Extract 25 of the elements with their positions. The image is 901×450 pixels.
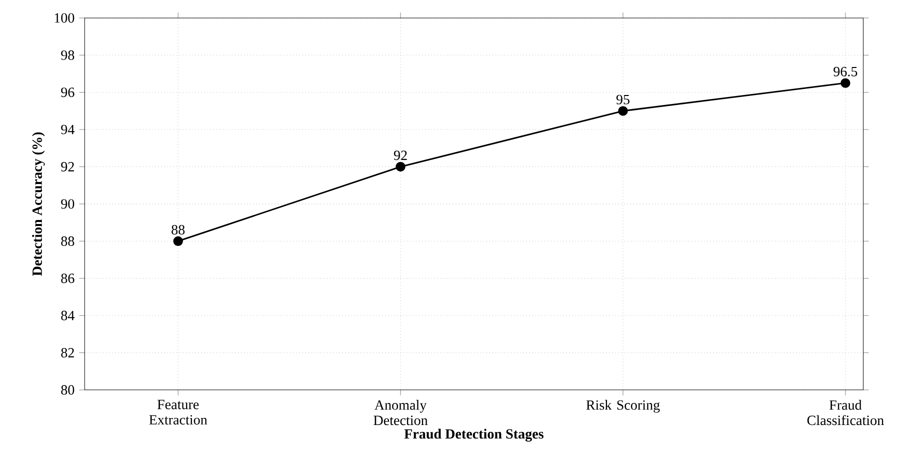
y-tick-label: 90	[61, 199, 74, 209]
x-tick-label: Anomaly Detection	[374, 400, 428, 426]
point	[173, 236, 183, 246]
y-tick-label: 80	[61, 385, 74, 395]
y-tick-label: 96	[61, 88, 74, 97]
x-tick-label: Feature Extraction	[149, 400, 208, 424]
x-axis-title: Fraud Detection Stages	[404, 428, 544, 442]
point	[618, 106, 628, 116]
y-tick-label: 100	[54, 13, 74, 23]
point	[396, 162, 406, 172]
x-tick-label: Fraud Classification	[807, 400, 884, 426]
y-tick-label: 84	[61, 310, 74, 320]
y-tick-label: 88	[61, 236, 74, 246]
y-tick-label: 82	[61, 348, 74, 358]
x-tick-label: Risk Scoring	[586, 400, 660, 413]
y-tick-label: 92	[61, 162, 74, 172]
data-label: 96.5	[834, 66, 858, 76]
data-label: 95	[616, 94, 630, 104]
y-axis-title: Detection Accuracy (%)	[32, 132, 45, 276]
point	[840, 78, 850, 88]
y-tick-label: 98	[61, 50, 74, 60]
data-label: 92	[394, 150, 407, 160]
y-tick-label: 94	[61, 124, 74, 134]
data-label: 88	[172, 224, 185, 234]
y-tick-label: 86	[61, 274, 74, 283]
